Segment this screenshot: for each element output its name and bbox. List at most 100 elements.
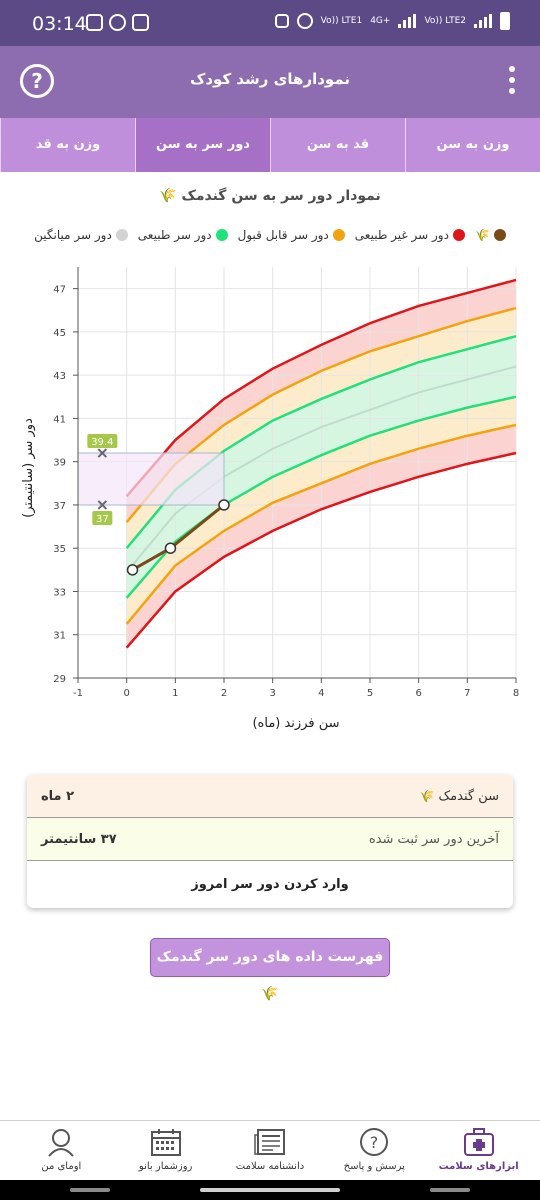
marker-1: 37 <box>92 500 113 525</box>
y-tick-label: 33 <box>53 587 66 598</box>
app-bar: ? نمودارهای رشد کودک <box>0 46 540 118</box>
y-tick-label: 41 <box>53 414 66 425</box>
nav-my-profile[interactable]: اومای من <box>18 1127 104 1180</box>
age-label: سن گندمک 🌾 <box>419 789 499 804</box>
more-vertical-icon <box>509 66 515 72</box>
head-info-card: سن گندمک 🌾 ۲ ماه آخرین دور سر ثبت شده ۳۷… <box>27 775 513 908</box>
highlight-region <box>78 453 224 505</box>
svg-text:?: ? <box>370 1133 379 1152</box>
legend-abnormal: دور سر غیر طبیعی <box>355 228 465 242</box>
x-tick-label: 8 <box>513 688 519 699</box>
head-data-list-button[interactable]: فهرست داده های دور سر گندمک 🌾 <box>150 938 390 1002</box>
marker-label: 37 <box>96 514 109 525</box>
bottom-navigation: ابزارهای سلامت ? پرسش و پاسخ دانشنامه سل… <box>0 1120 540 1180</box>
legend-label: دور سر طبیعی <box>137 228 212 242</box>
lock-icon <box>274 14 289 28</box>
first-aid-kit-icon <box>463 1128 494 1156</box>
wheat-icon: 🌾 <box>474 228 490 242</box>
marker-0: 39.4 <box>87 434 118 458</box>
marker-label: 39.4 <box>91 437 113 448</box>
child-point <box>218 499 230 511</box>
home-gesture[interactable] <box>200 1188 340 1192</box>
y-tick-label: 31 <box>53 631 66 642</box>
image-icon <box>132 14 149 31</box>
x-tick-label: 3 <box>269 688 275 699</box>
age-value: ۲ ماه <box>41 788 75 804</box>
x-axis-label: سن فرزند (ماه) <box>252 716 339 731</box>
y-tick-label: 29 <box>53 674 66 685</box>
legend-label: دور سر قابل قبول <box>237 228 329 242</box>
x-tick-label: 7 <box>464 688 470 699</box>
calendar-icon <box>150 1129 181 1156</box>
more-options-button[interactable] <box>506 66 518 100</box>
x-mark-icon <box>97 500 108 510</box>
y-tick-label: 45 <box>53 328 66 339</box>
avatar-icon <box>48 1129 75 1157</box>
nav-label: پرسش و پاسخ <box>343 1161 405 1172</box>
chart-title: نمودار دور سر به سن گندمک 🌾 <box>159 188 381 204</box>
more-dot <box>509 88 515 94</box>
nav-health-tools[interactable]: ابزارهای سلامت <box>436 1127 522 1180</box>
nav-qa[interactable]: ? پرسش و پاسخ <box>331 1127 417 1180</box>
last-head-row: آخرین دور سر ثبت شده ۳۷ سانتیمتر <box>27 818 513 861</box>
question-bubble-icon: ? <box>360 1128 389 1156</box>
band-acceptable-lower <box>126 396 517 624</box>
legend-mean: دور سر میانگین <box>34 228 128 242</box>
signal-bars-icon <box>398 14 417 28</box>
x-tick-label: 2 <box>221 688 227 699</box>
help-button[interactable]: ? <box>20 64 54 98</box>
series-abnormal_lower <box>125 451 517 649</box>
x-tick-label: 1 <box>172 688 178 699</box>
app-notification-icon <box>86 14 103 31</box>
battery-icon <box>500 12 510 30</box>
child-point <box>164 542 177 554</box>
legend-dot <box>215 229 228 241</box>
age-label-text: سن گندمک <box>438 788 499 804</box>
status-bar: 03:14 Vo)) LTE1 4G+ Vo)) LTE2 <box>0 0 540 46</box>
legend-child: 🌾 <box>475 228 506 242</box>
tab-weight-age[interactable]: وزن به سن <box>405 118 540 172</box>
y-axis-label: دور سر (سانتیمتر) <box>21 418 36 518</box>
chart-tabs: وزن به سن قد به سن دور سر به سن وزن به ق… <box>0 118 540 172</box>
tab-weight-height[interactable]: وزن به قد <box>0 118 135 172</box>
network-4g: 4G+ <box>370 15 391 26</box>
legend-dot <box>452 229 465 241</box>
nav-label: روزشمار بانو <box>138 1161 193 1172</box>
nav-calendar[interactable]: روزشمار بانو <box>123 1127 209 1180</box>
legend-dot <box>332 229 345 241</box>
nav-label: دانشنامه سلامت <box>235 1161 305 1172</box>
legend-dot <box>115 229 128 241</box>
question-circle-icon: ? <box>31 69 43 93</box>
tab-height-age[interactable]: قد به سن <box>270 118 405 172</box>
tab-head-age[interactable]: دور سر به سن <box>135 118 270 172</box>
marker-label-bg <box>87 434 118 449</box>
telegram-icon <box>109 14 126 31</box>
child-point <box>126 564 139 576</box>
recents-gesture[interactable] <box>430 1188 470 1192</box>
x-mark-icon <box>97 448 108 458</box>
series-acceptable_upper <box>125 306 517 524</box>
x-tick-label: 4 <box>318 688 324 699</box>
chart-child: 39.4 37 <box>78 434 230 576</box>
enter-today-head-button[interactable]: وارد کردن دور سر امروز <box>191 877 349 892</box>
alarm-icon <box>296 13 313 29</box>
signal-bars-icon-2 <box>474 14 492 28</box>
status-notification-icons <box>86 14 149 31</box>
chart-legend: 🌾 دور سر غیر طبیعی دور سر قابل قبول دور … <box>0 228 540 242</box>
band-abnormal-upper <box>126 279 517 523</box>
page-title: نمودارهای رشد کودک <box>189 70 351 88</box>
series-acceptable_lower <box>125 423 517 625</box>
legend-acceptable: دور سر قابل قبول <box>238 228 345 242</box>
series-abnormal_upper <box>125 278 517 498</box>
x-tick-label: -1 <box>73 688 83 699</box>
network-lte1: Vo)) LTE1 <box>320 15 363 26</box>
x-tick-label: 6 <box>415 688 421 699</box>
legend-label: دور سر میانگین <box>34 228 112 242</box>
back-gesture[interactable] <box>70 1188 110 1192</box>
nav-encyclopedia[interactable]: دانشنامه سلامت <box>227 1127 313 1180</box>
newspaper-icon <box>254 1129 285 1155</box>
last-head-label: آخرین دور سر ثبت شده <box>368 831 499 847</box>
